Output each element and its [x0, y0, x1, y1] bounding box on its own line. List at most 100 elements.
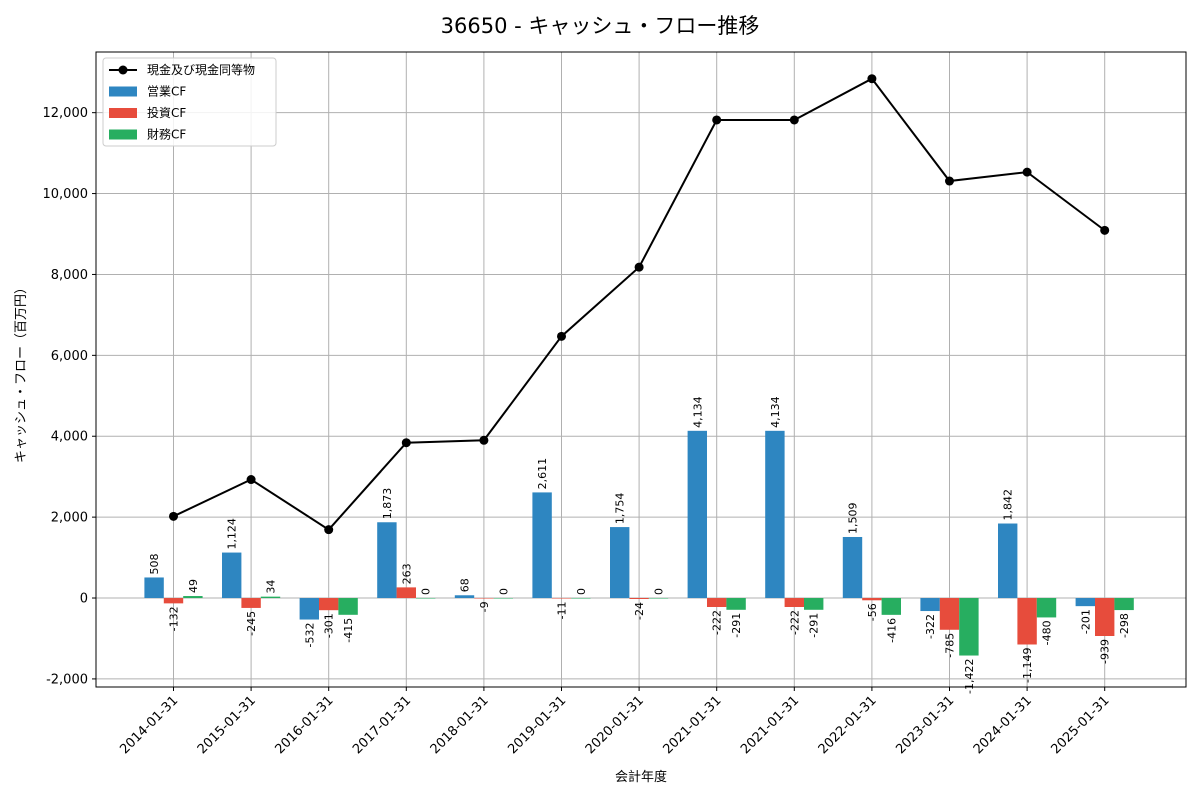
bar	[1017, 598, 1037, 645]
bar-value-label: -201	[1079, 609, 1092, 634]
line-series	[169, 74, 1110, 535]
y-tick-label: 12,000	[43, 106, 89, 121]
bar-value-label: -222	[788, 610, 801, 635]
bar-value-label: 68	[459, 578, 472, 592]
bar	[454, 595, 475, 599]
bar-value-label: -480	[1041, 620, 1054, 645]
x-tick-label: 2021-01-31	[738, 693, 802, 757]
bar-value-label: -1,422	[963, 659, 976, 694]
bar-value-label: -291	[808, 613, 821, 638]
cash-point	[1100, 225, 1110, 235]
bar-value-label: 49	[187, 579, 200, 593]
bar	[416, 598, 436, 599]
bar-value-label: -785	[944, 633, 957, 658]
cash-point	[246, 475, 256, 485]
x-tick-label: 2020-01-31	[583, 693, 647, 757]
bar	[998, 523, 1018, 599]
cash-point	[1022, 167, 1032, 177]
bar	[1114, 598, 1134, 611]
bar	[959, 598, 979, 656]
bar	[784, 598, 804, 607]
legend-label: 投資CF	[147, 105, 186, 120]
bar-value-label: 34	[265, 580, 278, 594]
bar-value-label: 2,611	[536, 458, 549, 490]
y-axis-label: キャッシュ・フロー（百万円）	[14, 281, 29, 463]
bar-value-label: -291	[730, 613, 743, 638]
axes: -2,000 0 2,000 4,000 6,000 8,000 10,000 12,000 2…	[43, 106, 1113, 757]
bar	[920, 598, 940, 612]
cash-point	[169, 511, 178, 521]
legend-label: 現金及び現金同等物	[147, 62, 255, 77]
bar	[260, 596, 281, 599]
y-tick-label: 4,000	[51, 430, 88, 445]
bar	[241, 598, 261, 608]
legend-label: 営業CF	[147, 85, 186, 99]
legend-bar-swatch	[109, 108, 137, 118]
bar-value-label: 0	[575, 588, 588, 595]
legend-label: 財務CF	[147, 127, 186, 142]
plot-frame	[95, 51, 1187, 688]
bar-value-label: 0	[420, 588, 433, 595]
y-tick-label: -2,000	[46, 672, 88, 687]
chart-title: 36650 - キャッシュ・フロー推移	[441, 14, 760, 38]
x-axis-label: 会計年度	[615, 769, 667, 785]
x-tick-label: 2016-01-31	[272, 693, 336, 757]
bar	[939, 598, 960, 630]
bar-value-label: 1,754	[614, 493, 627, 525]
bar-value-label: 1,509	[847, 502, 860, 534]
x-tick-label: 2023-01-31	[893, 693, 957, 757]
cash-point	[712, 115, 722, 125]
bar-value-label: 4,134	[769, 396, 782, 428]
x-tick-label: 2017-01-31	[350, 693, 414, 757]
x-tick-label: 2019-01-31	[505, 693, 569, 757]
bar	[377, 522, 397, 599]
bar	[687, 430, 707, 599]
cash-point	[557, 331, 566, 341]
x-tick-label: 2024-01-31	[971, 693, 1035, 757]
y-tick-label: 8,000	[51, 268, 88, 283]
cash-point	[324, 525, 334, 535]
bar	[551, 598, 572, 599]
bar-value-label: -298	[1118, 613, 1131, 638]
legend-bar-swatch	[109, 86, 137, 97]
bar-value-label: -416	[885, 618, 898, 643]
bar	[726, 598, 746, 610]
bar	[804, 598, 824, 610]
bar	[571, 598, 591, 599]
bar-value-label: -532	[303, 623, 316, 648]
y-tick-label: 0	[80, 592, 88, 607]
bar-value-label: 0	[653, 588, 666, 595]
y-tick-label: 6,000	[51, 349, 88, 364]
bar	[1075, 598, 1095, 607]
bar-value-label: 4,134	[691, 396, 704, 428]
bar	[707, 598, 727, 607]
bar	[183, 596, 203, 599]
data-labels: 508 1,124 -532 1,873 68 2,611 1,754 4,134 4,134 1…	[148, 396, 1131, 694]
bar	[532, 492, 552, 599]
y-tick-label: 2,000	[51, 511, 88, 526]
bar-value-label: -322	[924, 614, 937, 639]
bar-value-label: 1,124	[226, 518, 239, 550]
bar-value-label: -415	[342, 618, 355, 643]
x-tick-label: 2018-01-31	[428, 693, 492, 757]
cash-point	[479, 435, 489, 445]
bar-value-label: 508	[148, 553, 161, 574]
bar-value-label: -11	[556, 601, 569, 619]
bar-value-label: -939	[1099, 639, 1112, 664]
bar-value-label: -9	[478, 601, 491, 612]
bar	[299, 598, 319, 620]
bar	[842, 536, 863, 599]
bar-value-label: -245	[245, 611, 258, 636]
bar	[648, 598, 669, 599]
bar	[1095, 598, 1115, 636]
x-tick-label: 2021-01-31	[660, 693, 724, 757]
cash-point	[401, 438, 411, 448]
bar	[881, 598, 901, 615]
bar	[396, 587, 416, 599]
x-tick-label: 2015-01-31	[195, 693, 259, 757]
bar	[765, 430, 785, 599]
bar	[338, 598, 358, 615]
bar	[629, 598, 649, 599]
